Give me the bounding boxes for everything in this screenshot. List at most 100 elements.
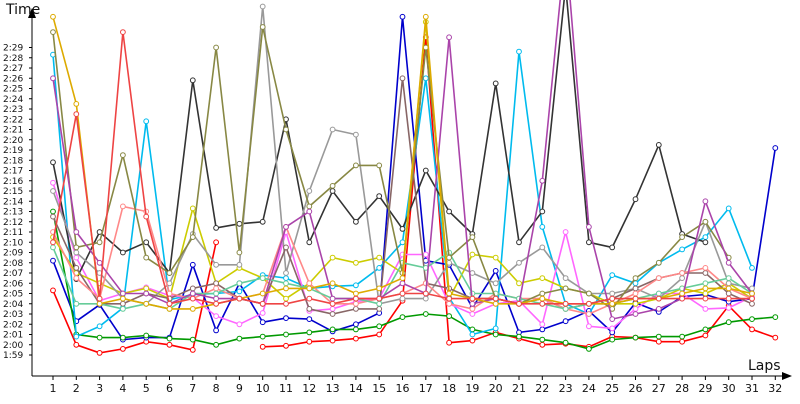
data-point bbox=[96, 239, 103, 246]
data-point bbox=[120, 203, 126, 210]
data-point bbox=[749, 300, 755, 307]
data-point bbox=[586, 224, 592, 230]
data-point bbox=[259, 343, 266, 350]
data-point bbox=[749, 326, 755, 333]
data-point bbox=[329, 306, 336, 312]
data-point bbox=[353, 306, 359, 312]
data-point bbox=[329, 183, 336, 189]
data-point bbox=[655, 275, 662, 282]
y-tick-label: 2:28 bbox=[3, 54, 23, 64]
data-point bbox=[632, 295, 639, 302]
data-point bbox=[96, 259, 103, 266]
data-point bbox=[422, 311, 429, 317]
y-tick-label: 2:03 bbox=[3, 310, 23, 320]
y-tick-label: 2:23 bbox=[3, 105, 23, 115]
x-tick-label: 1 bbox=[50, 382, 57, 395]
data-point bbox=[306, 329, 313, 336]
data-point bbox=[236, 335, 243, 342]
data-point bbox=[189, 261, 196, 268]
y-tick-label: 2:02 bbox=[3, 320, 23, 330]
data-point bbox=[329, 188, 336, 194]
data-point bbox=[609, 325, 616, 332]
data-point bbox=[329, 326, 336, 333]
data-point bbox=[562, 229, 569, 235]
data-point bbox=[189, 290, 196, 297]
data-point bbox=[376, 323, 383, 330]
data-point bbox=[329, 254, 336, 261]
data-point bbox=[632, 290, 639, 297]
data-point bbox=[586, 239, 592, 246]
data-point bbox=[120, 334, 126, 341]
x-tick-label: 20 bbox=[489, 382, 503, 395]
data-point bbox=[143, 290, 150, 297]
y-tick-label: 2:10 bbox=[3, 238, 23, 248]
data-point bbox=[609, 244, 616, 251]
data-point bbox=[469, 251, 476, 258]
x-tick-label: 8 bbox=[213, 382, 220, 395]
x-tick-label: 32 bbox=[768, 382, 782, 395]
data-point bbox=[283, 280, 289, 287]
data-point bbox=[120, 249, 126, 256]
data-point bbox=[73, 300, 80, 307]
x-tick-label: 17 bbox=[419, 382, 433, 395]
data-point bbox=[725, 285, 732, 292]
series-line bbox=[52, 211, 776, 350]
data-point bbox=[376, 254, 383, 261]
data-point bbox=[306, 306, 313, 312]
y-tick-label: 2:17 bbox=[3, 167, 23, 177]
data-point bbox=[586, 346, 592, 352]
data-point bbox=[259, 319, 266, 326]
data-point bbox=[143, 254, 150, 261]
data-point bbox=[73, 333, 80, 340]
x-tick-label: 7 bbox=[189, 382, 196, 395]
data-point bbox=[213, 225, 220, 231]
data-point bbox=[492, 80, 499, 87]
data-point bbox=[143, 332, 150, 339]
data-point bbox=[376, 306, 383, 312]
data-point bbox=[50, 244, 56, 251]
data-point bbox=[120, 290, 126, 297]
data-point bbox=[189, 295, 196, 302]
data-point bbox=[772, 334, 779, 341]
data-point bbox=[632, 300, 639, 307]
y-tick-label: 2:01 bbox=[3, 331, 23, 341]
data-point bbox=[516, 300, 522, 307]
data-point bbox=[399, 280, 406, 287]
x-tick-label: 14 bbox=[349, 382, 363, 395]
data-point bbox=[446, 295, 453, 302]
data-point bbox=[446, 208, 453, 215]
data-point bbox=[120, 346, 126, 352]
data-point bbox=[213, 313, 220, 320]
data-point bbox=[516, 239, 522, 246]
y-tick-label: 2:21 bbox=[3, 126, 23, 136]
data-point bbox=[189, 306, 196, 312]
data-point bbox=[655, 290, 662, 297]
data-point bbox=[399, 314, 406, 321]
data-point bbox=[376, 331, 383, 338]
data-point bbox=[655, 306, 662, 312]
data-point bbox=[702, 306, 709, 312]
data-point bbox=[562, 306, 569, 312]
data-point bbox=[609, 295, 616, 302]
data-point bbox=[120, 295, 126, 302]
data-point bbox=[143, 213, 150, 220]
data-point bbox=[632, 311, 639, 317]
x-tick-label: 29 bbox=[698, 382, 712, 395]
data-point bbox=[702, 285, 709, 292]
data-point bbox=[73, 275, 80, 282]
data-point bbox=[259, 218, 266, 225]
data-point bbox=[50, 257, 56, 264]
data-point bbox=[236, 321, 243, 328]
data-point bbox=[539, 341, 546, 348]
x-tick-label: 24 bbox=[582, 382, 596, 395]
data-point bbox=[353, 335, 359, 342]
data-point bbox=[189, 285, 196, 292]
data-point bbox=[236, 220, 243, 227]
data-point bbox=[492, 300, 499, 307]
x-tick-label: 31 bbox=[745, 382, 759, 395]
data-point bbox=[73, 229, 80, 235]
data-point bbox=[96, 323, 103, 330]
data-point bbox=[632, 334, 639, 341]
